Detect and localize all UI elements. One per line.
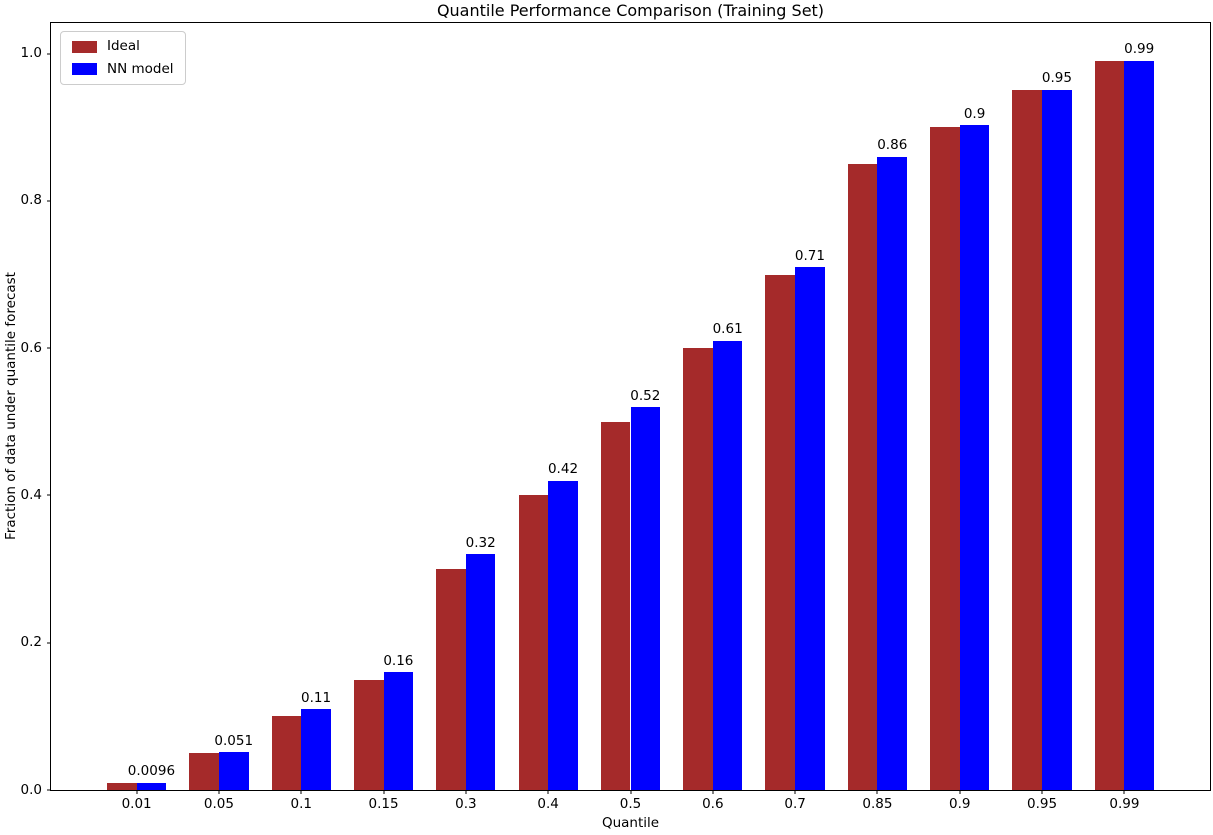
x-axis-ticks: 0.01 0.05 0.1 0.15 0.3 0.4 0.5 0.6 0.7 0.85 0.9 0.9… [51, 23, 1210, 811]
bars-layer: 0.0096 0.051 0.11 0.16 0.32 0.42 0.52 0.61 0.71 0… [51, 23, 1210, 790]
x-tick-label: 0.7 [784, 796, 806, 812]
bar-value-label-0.05: 0.051 [214, 732, 254, 749]
y-tick-label: 0.0 [20, 781, 42, 798]
x-tick-label: 0.85 [862, 796, 893, 812]
bar-value-label-0.9: 0.9 [963, 105, 986, 122]
bar-ideal-0.9 [930, 127, 960, 790]
x-tick-mark [136, 790, 138, 794]
y-tick-label: 0.8 [20, 192, 42, 209]
x-tick-mark [959, 790, 961, 794]
y-tick-mark [47, 347, 51, 349]
bar-nn-model-0.1 [301, 709, 331, 790]
y-tick-label: 0.4 [20, 486, 42, 503]
x-tick-mark [794, 790, 796, 794]
x-tick-mark [876, 790, 878, 794]
y-tick-mark [47, 642, 51, 644]
x-tick-label: 0.9 [949, 796, 971, 812]
bar-value-label-0.01: 0.0096 [127, 763, 176, 780]
y-tick-label: 1.0 [20, 44, 42, 61]
legend-swatch-ideal [72, 40, 97, 53]
y-tick-mark [47, 494, 51, 496]
x-tick-label: 0.95 [1027, 796, 1058, 812]
bar-nn-model-0.01 [136, 782, 167, 790]
bar-value-label-0.5: 0.52 [630, 387, 661, 404]
x-tick-label: 0.01 [121, 796, 152, 812]
bar-ideal-0.95 [1012, 90, 1043, 790]
bar-nn-model-0.4 [548, 480, 578, 790]
bar-value-label-0.7: 0.71 [794, 247, 825, 264]
plot-area: 0.0096 0.051 0.11 0.16 0.32 0.42 0.52 0.61 0.71 0… [21, 22, 1211, 811]
bar-ideal-0.1 [271, 716, 302, 790]
bar-nn-model-0.6 [712, 340, 743, 790]
bar-ideal-0.01 [106, 782, 137, 790]
bar-value-label-0.85: 0.86 [877, 137, 908, 154]
x-axis-label: Quantile [601, 815, 660, 831]
bar-value-label-0.99: 0.99 [1124, 41, 1155, 58]
x-tick-mark [300, 790, 302, 794]
y-tick-mark [47, 789, 51, 791]
bar-nn-model-0.85 [877, 156, 908, 790]
x-tick-label: 0.6 [702, 796, 724, 812]
y-tick-label: 0.6 [20, 339, 42, 356]
bar-ideal-0.85 [847, 164, 878, 790]
bar-ideal-0.7 [765, 274, 796, 790]
bar-value-label-0.4: 0.42 [547, 461, 579, 478]
bar-ideal-0.5 [600, 421, 631, 790]
legend-swatch-nn-model [72, 63, 97, 76]
bar-value-label-0.95: 0.95 [1041, 70, 1072, 87]
chart-title: Quantile Performance Comparison (Trainin… [436, 1, 825, 20]
x-tick-mark [218, 790, 220, 794]
x-tick-label: 0.99 [1109, 796, 1140, 812]
bar-value-label-0.1: 0.11 [301, 689, 332, 706]
x-tick-mark [1123, 790, 1125, 794]
bar-nn-model-0.5 [630, 407, 661, 790]
bar-value-label-0.3: 0.32 [465, 534, 496, 551]
bar-value-label-0.6: 0.61 [712, 321, 743, 338]
x-tick-mark [1041, 790, 1043, 794]
legend-item-ideal: Ideal [72, 38, 174, 54]
x-tick-mark [712, 790, 714, 794]
y-tick-mark [47, 53, 51, 55]
bar-nn-model-0.05 [218, 752, 249, 790]
bar-nn-model-0.9 [959, 125, 990, 790]
bar-nn-model-0.15 [383, 672, 414, 790]
x-tick-mark [383, 790, 385, 794]
x-tick-mark [547, 790, 549, 794]
y-tick-label: 0.2 [20, 633, 42, 650]
x-tick-mark [630, 790, 631, 794]
bar-nn-model-0.3 [465, 554, 496, 790]
legend-item-nn-model: NN model [72, 60, 174, 77]
bar-ideal-0.99 [1094, 60, 1125, 790]
bar-ideal-0.6 [683, 348, 713, 790]
x-tick-label: 0.4 [537, 796, 559, 812]
bar-nn-model-0.95 [1042, 89, 1072, 790]
y-tick-mark [47, 200, 51, 202]
legend-label-nn-model: NN model [107, 60, 174, 77]
legend: Ideal NN model [60, 31, 186, 85]
bar-ideal-0.3 [436, 569, 466, 790]
bar-nn-model-0.7 [795, 267, 825, 790]
y-axis-label: Fraction of data under quantile forecast [3, 272, 19, 540]
x-tick-label: 0.3 [455, 796, 477, 812]
bar-nn-model-0.99 [1124, 60, 1155, 790]
x-tick-label: 0.15 [368, 796, 399, 812]
bar-ideal-0.05 [189, 753, 219, 790]
x-tick-label: 0.05 [203, 796, 234, 812]
bar-value-label-0.15: 0.16 [383, 652, 414, 669]
x-tick-label: 0.5 [619, 796, 642, 812]
legend-label-ideal: Ideal [107, 38, 140, 54]
bar-ideal-0.15 [353, 679, 384, 790]
x-tick-mark [465, 790, 467, 794]
y-axis-ticks: 0.0 0.2 0.4 0.6 0.8 1.0 [21, 23, 1210, 796]
bar-ideal-0.4 [518, 495, 549, 790]
x-tick-label: 0.1 [290, 796, 312, 812]
